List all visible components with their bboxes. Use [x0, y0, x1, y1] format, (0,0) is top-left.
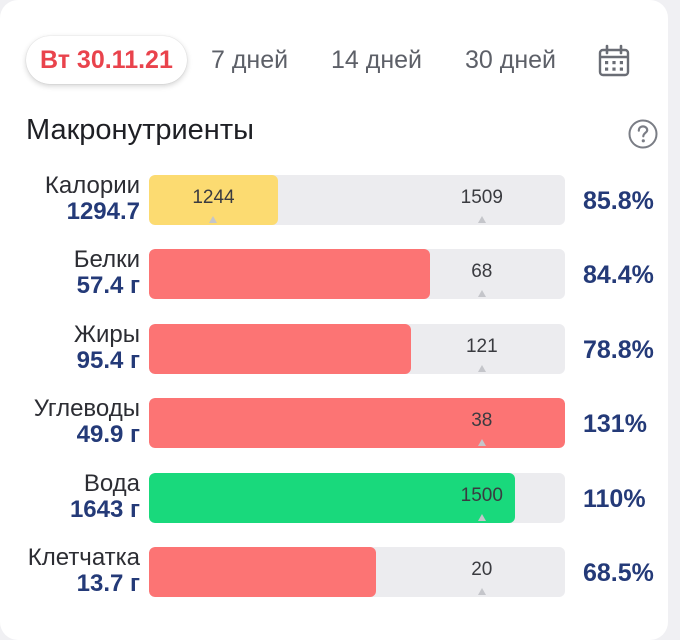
progress-fill [149, 249, 430, 299]
nutrient-row-protein: Белки 57.4 г 68 84.4% [0, 246, 680, 301]
progress-track: 38 [149, 398, 565, 448]
nutrient-row-water: Вода 1643 г 1500 110% [0, 470, 680, 525]
progress-track: 1244 1509 [149, 175, 565, 225]
target-text: 121 [465, 336, 498, 357]
section-title: Макронутриенты [26, 114, 254, 146]
progress-track: 121 [149, 324, 565, 374]
nutrient-row-fiber: Клетчатка 13.7 г 20 68.5% [0, 544, 680, 599]
nutrient-value: 1643 г [69, 496, 140, 523]
target-text: 1509 [460, 187, 503, 208]
marker-triangle [477, 216, 486, 223]
progress-track: 68 [149, 249, 565, 299]
nutrient-value: 49.9 г [76, 421, 140, 448]
progress-fill [149, 324, 412, 374]
marker-triangle [477, 365, 486, 372]
nutrient-percent: 84.4% [583, 261, 654, 289]
nutrient-row-calories: Калории 1294.7 1244 1509 85.8% [0, 172, 680, 227]
tab-today[interactable]: Вт 30.11.21 [26, 36, 187, 84]
nutrient-value: 13.7 г [76, 570, 140, 597]
help-icon[interactable] [627, 118, 659, 150]
marker-triangle [209, 216, 218, 223]
nutrient-row-fat: Жиры 95.4 г 121 78.8% [0, 321, 680, 376]
calendar-icon[interactable] [597, 44, 631, 78]
tab-30-days[interactable]: 30 дней [465, 46, 557, 74]
target-text: 38 [471, 410, 493, 431]
nutrient-value: 1294.7 [66, 198, 140, 225]
tab-14-days[interactable]: 14 дней [331, 46, 423, 74]
progress-fill [149, 398, 565, 448]
target-text: 20 [471, 559, 493, 580]
nutrient-label: Вода [83, 470, 140, 497]
progress-fill [149, 473, 516, 523]
marker-triangle [477, 514, 486, 521]
nutrient-percent: 131% [583, 410, 647, 438]
marker-triangle [477, 290, 486, 297]
marker-triangle [477, 439, 486, 446]
nutrient-percent: 85.8% [583, 187, 654, 215]
consumed-text: 1244 [192, 187, 235, 208]
progress-track: 1500 [149, 473, 565, 523]
nutrient-percent: 110% [583, 485, 646, 513]
nutrient-label: Клетчатка [27, 544, 140, 571]
target-text: 1500 [460, 485, 503, 506]
nutrient-label: Калории [44, 172, 140, 199]
tab-7-days[interactable]: 7 дней [211, 46, 289, 74]
marker-triangle [477, 588, 486, 595]
period-tabs: Вт 30.11.21 7 дней 14 дней 30 дней [24, 36, 648, 84]
nutrient-percent: 78.8% [583, 336, 654, 364]
target-text: 68 [471, 261, 493, 282]
nutrient-row-carbs: Углеводы 49.9 г 38 131% [0, 395, 680, 450]
nutrient-percent: 68.5% [583, 559, 654, 587]
progress-track: 20 [149, 547, 565, 597]
nutrient-label: Жиры [73, 321, 140, 348]
progress-fill [149, 547, 376, 597]
nutrient-label: Углеводы [33, 395, 140, 422]
nutrient-label: Белки [73, 246, 140, 273]
nutrient-value: 57.4 г [76, 272, 140, 299]
nutrient-value: 95.4 г [76, 347, 140, 374]
